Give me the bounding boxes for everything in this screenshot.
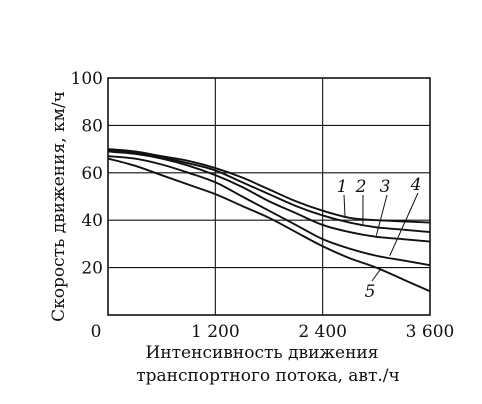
x-tick-label: 2 400	[298, 322, 347, 342]
series-line-2	[107, 149, 431, 233]
series-label-4: 4	[410, 175, 422, 195]
series-label-2: 2	[355, 177, 367, 197]
y-tick-label: 80	[81, 116, 103, 136]
series-line-1	[107, 148, 431, 224]
y-tick-label: 20	[81, 259, 103, 279]
series-labels: 1 2 3 4 5	[337, 175, 422, 302]
x-axis-title-line2: транспортного потока, авт./ч	[136, 366, 400, 386]
series-label-5: 5	[365, 282, 376, 302]
series-leader-3	[375, 194, 388, 236]
x-tick-label: 3 600	[406, 322, 455, 342]
series-label-3: 3	[380, 177, 391, 197]
series-leader-1	[343, 194, 346, 217]
series-leader-5	[371, 268, 382, 282]
y-tick-label: 40	[81, 211, 103, 231]
x-tick-label: 1 200	[191, 322, 240, 342]
series-line-4	[107, 155, 431, 267]
y-tick-label: 60	[81, 164, 103, 184]
series-label-1: 1	[337, 177, 348, 197]
x-tick-labels: 1 200 2 400 3 600	[191, 322, 454, 342]
series-leader-4	[389, 192, 419, 256]
y-tick-label: 100	[71, 69, 103, 89]
y-axis-title: Скорость движения, км/ч	[49, 91, 69, 322]
series-line-5	[107, 157, 431, 293]
series-lines	[107, 148, 431, 293]
y-tick-labels: 20 40 60 80 100 0	[71, 69, 103, 342]
origin-tick-label: 0	[91, 322, 102, 342]
plot-frame	[107, 77, 431, 316]
x-axis-title-line1: Интенсивность движения	[146, 343, 379, 363]
series-line-3	[107, 150, 431, 243]
